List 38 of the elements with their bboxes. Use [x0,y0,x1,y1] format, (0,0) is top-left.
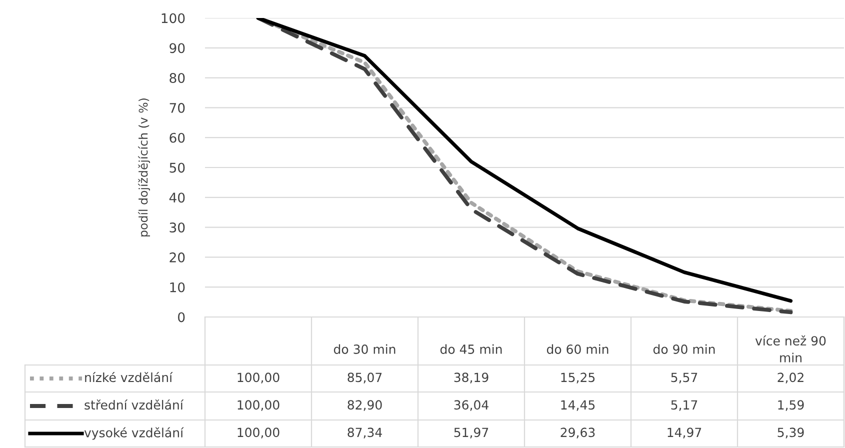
data-label: 5,39 [778,428,804,438]
y-tick-label: 90 [170,43,185,54]
x-tick-label: do 90 min [653,344,715,354]
data-label: 36,04 [454,400,488,411]
y-tick-label: 70 [170,102,185,113]
data-label: 51,97 [454,428,488,438]
y-tick-label: 10 [170,282,185,292]
data-label: 5,57 [671,372,698,384]
data-label: 29,63 [560,428,595,438]
data-label: 100,00 [238,400,280,411]
data-label: 14,97 [668,428,702,438]
legend-label: vysoké vzdělání [84,427,184,440]
y-tick-label: 0 [178,312,185,322]
legend-label: střední vzdělání [84,399,184,410]
x-tick-label: do 60 min [546,344,608,354]
data-label: 100,00 [238,428,280,438]
y-tick-label: 50 [170,162,185,173]
data-label: 15,25 [561,372,595,384]
data-label: 100,00 [238,372,280,384]
data-label: 5,17 [671,400,698,411]
y-axis-title: podíl dojíždějících (v %) [138,98,150,236]
data-label: 14,45 [561,400,595,411]
data-label: 38,19 [454,372,488,384]
x-tick-label: do 45 min [440,344,502,354]
data-label: 87,34 [348,428,382,438]
y-tick-label: 20 [170,252,185,262]
data-label: 2,02 [778,372,804,384]
data-label: 82,90 [348,400,382,411]
data-label: 85,07 [348,372,382,384]
x-tick-label: do 30 min [334,344,396,354]
y-tick-label: 30 [170,222,185,232]
y-tick-label: 40 [169,192,185,203]
y-tick-label: 100 [162,13,185,24]
data-label: 1,59 [778,400,804,411]
y-tick-label: 80 [170,73,185,83]
x-tick-label: více než 90 min [755,335,826,362]
legend-label: nízké vzdělání [85,372,173,382]
y-tick-label: 60 [170,132,185,143]
